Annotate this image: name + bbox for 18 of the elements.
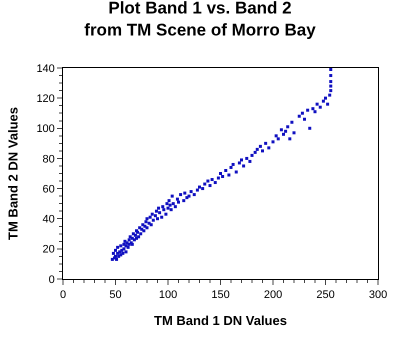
x-tick-label: 0 xyxy=(60,289,66,302)
x-tick-label: 200 xyxy=(264,289,282,302)
chart-title: Plot Band 1 vs. Band 2 from TM Scene of Morro Bay xyxy=(84,0,316,40)
x-tick-label: 150 xyxy=(211,289,230,302)
x-tick-label: 250 xyxy=(316,289,335,302)
y-tick-label: 60 xyxy=(42,183,55,196)
x-tick-label: 300 xyxy=(368,289,388,302)
y-tick-label: 20 xyxy=(42,244,55,256)
y-axis-title: TM Band 2 DN Values xyxy=(5,107,20,240)
x-tick-label: 50 xyxy=(109,289,122,302)
y-tick-label: 0 xyxy=(48,274,55,286)
y-tick-label: 120 xyxy=(36,92,55,105)
x-axis-title: TM Band 1 DN Values xyxy=(154,312,287,328)
y-tick-label: 140 xyxy=(36,62,55,75)
y-tick-label: 100 xyxy=(36,123,55,136)
y-tick-label: 80 xyxy=(42,153,55,166)
x-tick-label: 100 xyxy=(158,289,178,302)
y-tick-label: 40 xyxy=(42,214,55,226)
